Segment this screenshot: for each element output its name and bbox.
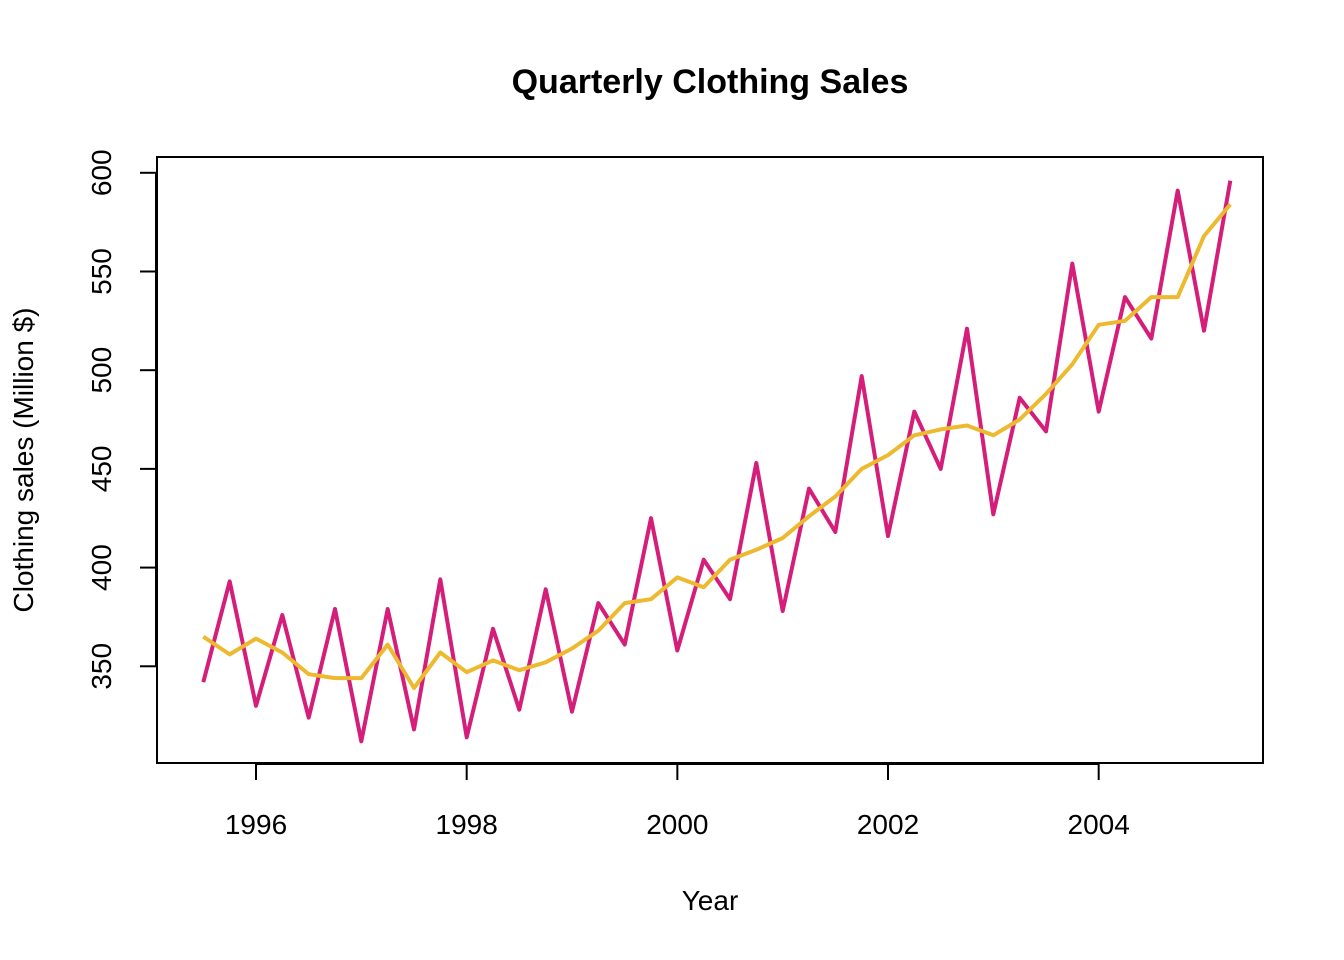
- y-axis-label: Clothing sales (Million $): [8, 307, 39, 612]
- x-tick-label: 1996: [225, 809, 287, 840]
- y-tick-label: 500: [86, 347, 117, 394]
- y-tick-label: 550: [86, 248, 117, 295]
- series-line-1: [201, 180, 1233, 744]
- x-tick-label: 2004: [1068, 809, 1130, 840]
- chart-title: Quarterly Clothing Sales: [512, 63, 909, 101]
- x-tick-label: 2000: [646, 809, 708, 840]
- series-line-2: [202, 203, 1232, 690]
- x-tick-label: 1998: [436, 809, 498, 840]
- x-axis: 1996 1998 2000 2002 2004: [225, 763, 1130, 840]
- x-axis-label: Year: [682, 885, 739, 916]
- y-tick-label: 600: [86, 149, 117, 196]
- series-layer: [201, 180, 1233, 744]
- y-tick-label: 450: [86, 446, 117, 493]
- y-tick-label: 400: [86, 544, 117, 591]
- y-axis: 350 400 450 500 550 600: [86, 149, 157, 690]
- x-tick-label: 2002: [857, 809, 919, 840]
- y-tick-label: 350: [86, 643, 117, 690]
